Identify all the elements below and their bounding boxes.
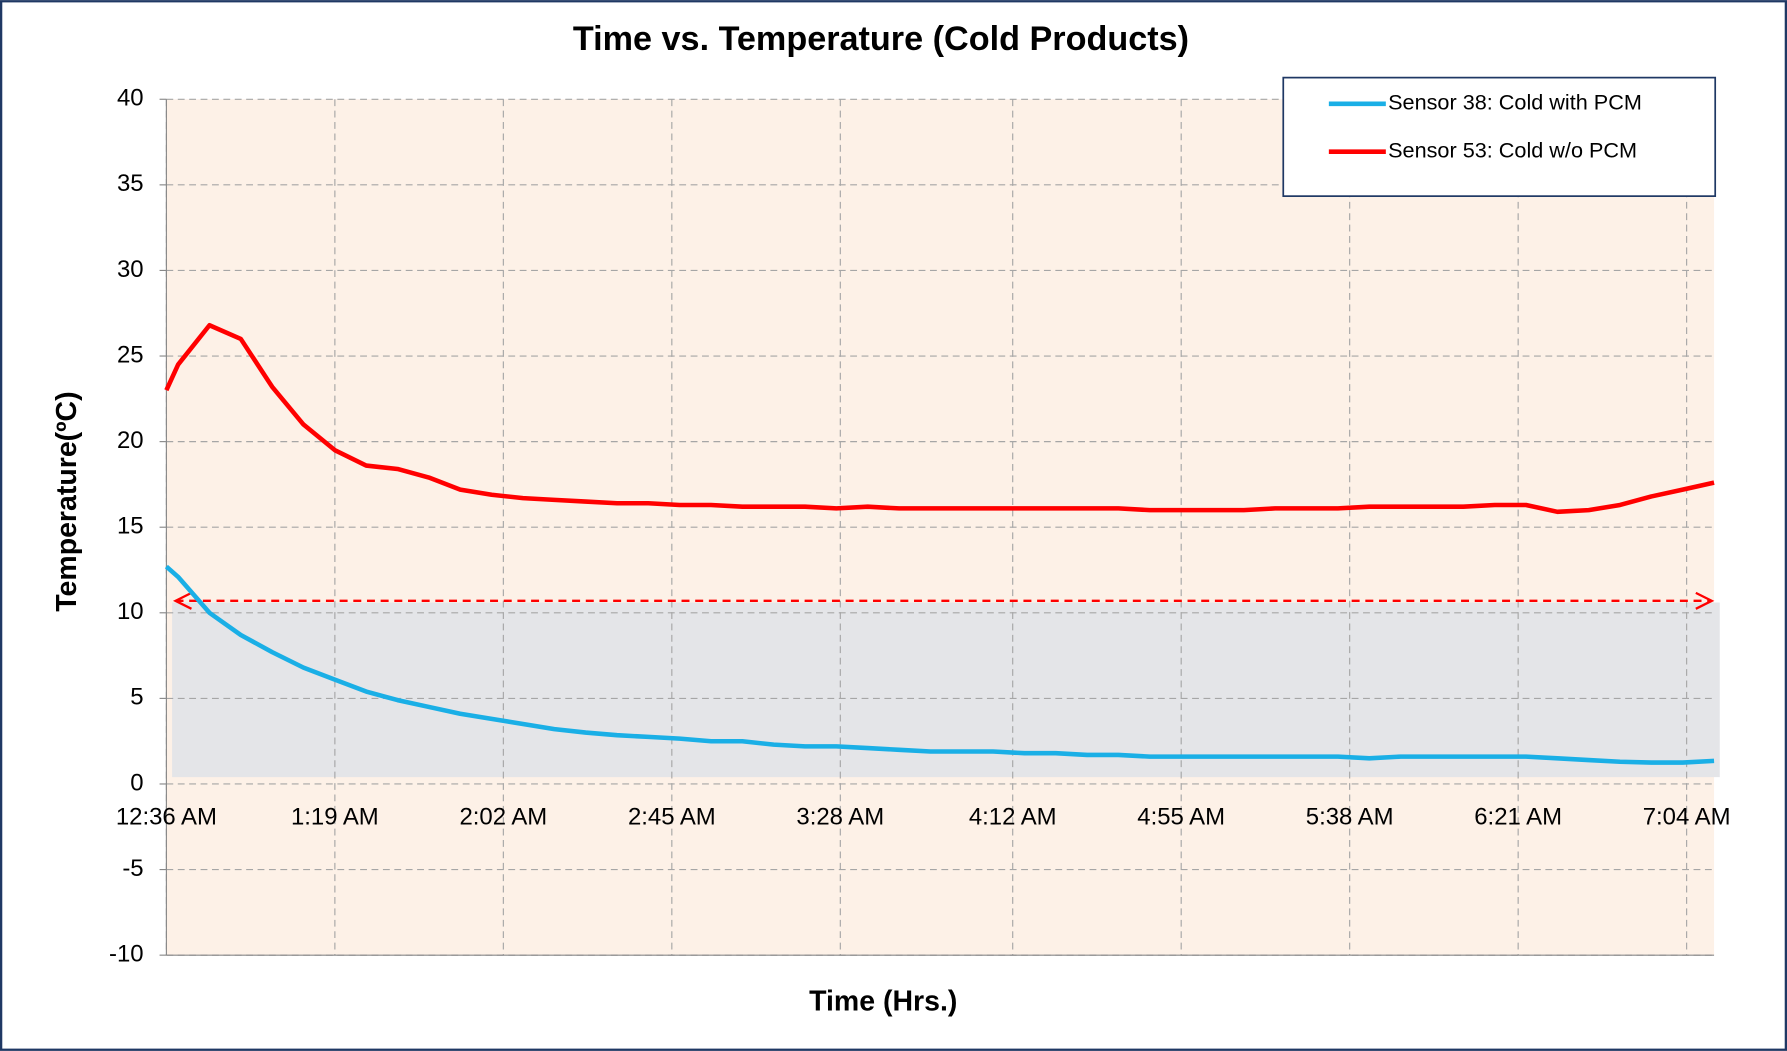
range-band [172, 602, 1720, 778]
y-tick-label: 20 [117, 427, 144, 454]
y-tick-label: 25 [117, 341, 144, 368]
chart-title: Time vs. Temperature (Cold Products) [573, 20, 1189, 58]
y-axis-label: Temperature(ºC) [51, 391, 83, 611]
y-tick-label: -10 [109, 940, 144, 967]
x-tick-label: 4:12 AM [969, 803, 1057, 830]
x-tick-label: 3:28 AM [796, 803, 884, 830]
x-tick-label: 4:55 AM [1137, 803, 1225, 830]
x-tick-label: 5:38 AM [1306, 803, 1394, 830]
legend-label: Sensor 53: Cold w/o PCM [1388, 137, 1637, 162]
arrow-head [1695, 591, 1715, 610]
legend-box [1282, 76, 1717, 197]
x-tick-label: 2:02 AM [459, 803, 547, 830]
x-tick-label: 1:19 AM [291, 803, 379, 830]
x-tick-label: 12:36 AM [116, 803, 217, 830]
legend-label: Sensor 38: Cold with PCM [1388, 90, 1642, 115]
x-tick-label: 7:04 AM [1643, 803, 1731, 830]
y-tick-label: 5 [130, 684, 143, 711]
x-tick-label: 2:45 AM [628, 803, 716, 830]
series-line [164, 564, 1715, 765]
y-tick-label: 30 [117, 256, 144, 283]
y-tick-label: 10 [117, 598, 144, 625]
x-tick-label: 6:21 AM [1474, 803, 1562, 830]
series-line [164, 322, 1715, 515]
y-tick-label: 0 [130, 769, 143, 796]
x-axis-label: Time (Hrs.) [809, 986, 957, 1018]
arrow-head [172, 591, 192, 610]
y-tick-label: 35 [117, 170, 144, 197]
y-tick-label: -5 [122, 855, 143, 882]
y-tick-label: 40 [117, 85, 144, 112]
y-tick-label: 15 [117, 513, 144, 540]
